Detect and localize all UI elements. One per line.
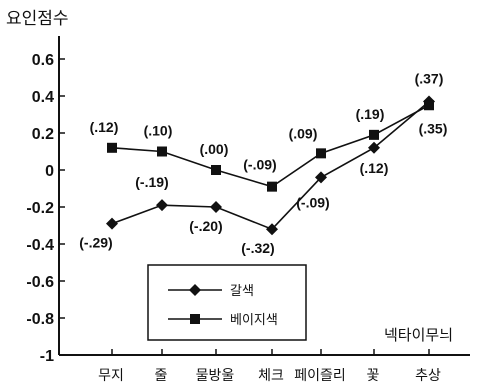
series-markers [106,95,435,236]
diamond-marker [315,171,327,184]
data-label: (-.32) [241,240,274,256]
diamond-marker [266,223,278,236]
y-tick-label: 0.2 [32,126,54,143]
y-tick-label: -0.4 [26,237,54,254]
axes [58,36,470,356]
y-tick-label: -0.2 [26,200,54,217]
data-label: (.35) [419,120,448,136]
x-category-label: 체크 [258,368,284,384]
square-marker [157,146,167,157]
y-tick-label: -0.8 [26,311,54,328]
data-label: (.00) [200,141,229,157]
data-label: (-.09) [243,157,276,173]
diamond-marker [106,217,118,230]
data-label: (.12) [90,119,119,135]
x-category-label: 추상 [415,368,441,384]
y-tick-label: -1 [40,348,54,365]
x-category-label: 페이즐리 [294,368,346,384]
data-label: (-.09) [296,194,329,210]
square-marker [424,100,434,111]
data-label: (.09) [289,125,318,141]
diamond-marker [368,141,380,154]
x-categories: 무지 줄 물방울 체크 페이즐리 꽃 추상 [98,349,441,384]
y-tick-label: 0.6 [32,52,54,69]
legend-square-marker [190,314,200,324]
x-axis-label: 넥타이무늬 [384,326,453,344]
y-tick-label: 0.4 [32,89,54,106]
x-category-label: 꽃 [367,368,380,384]
square-marker [267,181,277,192]
data-labels: (-.29) (-.19) (-.20) (-.32) (-.09) (.12) (.37)… [79,71,447,257]
x-category-label: 줄 [155,368,168,384]
y-axis-label: 요인점수 [6,9,69,29]
square-marker [369,129,379,140]
y-tick-label: 0 [45,163,54,180]
square-marker [211,165,221,175]
x-category-label: 물방울 [196,368,235,384]
square-marker [316,148,326,159]
data-label: (.19) [356,106,385,122]
diamond-marker [156,199,168,212]
x-category-label: 무지 [98,368,124,384]
data-label: (-.19) [135,174,168,190]
y-tick-label: -0.6 [26,274,54,291]
data-label: (.10) [144,123,173,139]
legend-box [147,264,307,341]
legend-label: 갈색 [230,284,254,299]
square-marker [107,142,117,153]
data-label: (.12) [360,160,389,176]
y-ticks: 0.6 0.4 0.2 0 -0.2 -0.4 -0.6 -0.8 -1 [26,52,65,365]
legend-diamond-marker [189,284,201,296]
data-label: (.37) [415,71,444,87]
data-label: (-.20) [189,218,222,234]
data-label: (-.29) [79,235,112,251]
diamond-marker [210,201,222,213]
legend-label: 베이지색 [230,313,278,328]
